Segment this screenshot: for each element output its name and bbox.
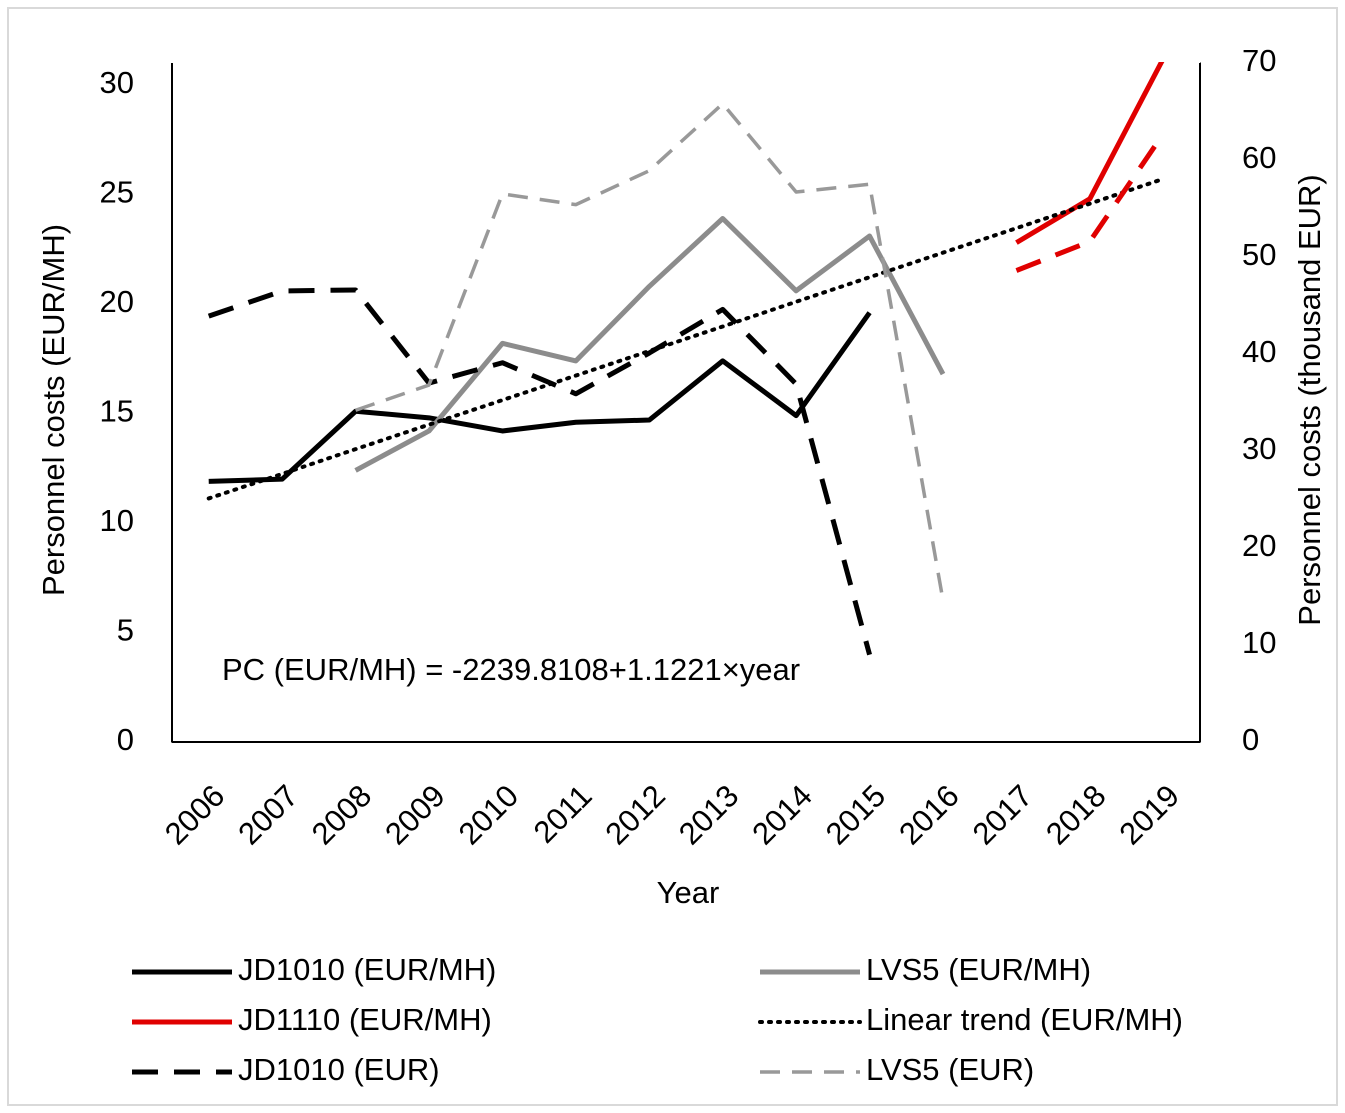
x-tick-label: 2015 (819, 778, 893, 852)
series-line (1015, 62, 1165, 245)
y-axis-label: Personnel costs (EUR/MH) (36, 224, 71, 596)
y-tick-label: 30 (100, 65, 134, 100)
x-tick-label: 2014 (745, 778, 819, 852)
legend-label: JD1010 (EUR) (238, 1052, 440, 1087)
y-tick-label: 10 (100, 503, 134, 538)
x-tick-label: 2012 (599, 778, 673, 852)
x-tick-label: 2013 (672, 778, 746, 852)
annotation: PC (EUR/MH) = -2239.8108+1.1221×year (222, 652, 800, 687)
x-tick-label: 2018 (1039, 778, 1113, 852)
y-tick-label: 20 (100, 284, 134, 319)
x-tick-label: 2008 (305, 778, 379, 852)
legend-label: JD1110 (EUR/MH) (238, 1002, 492, 1037)
y2-tick-label: 40 (1242, 334, 1276, 369)
y2-tick-label: 20 (1242, 528, 1276, 563)
x-tick-label: 2010 (452, 778, 526, 852)
legend-label: JD1010 (EUR/MH) (238, 952, 496, 987)
y-tick-label: 15 (100, 394, 134, 429)
y-tick-label: 25 (100, 175, 134, 210)
x-tick-label: 2007 (231, 778, 305, 852)
y2-tick-label: 10 (1242, 625, 1276, 660)
series-line (355, 101, 945, 601)
x-tick-label: 2011 (527, 778, 599, 850)
x-tick-label: 2019 (1113, 778, 1187, 852)
y2-tick-label: 70 (1242, 43, 1276, 78)
legend-label: LVS5 (EUR) (866, 1052, 1034, 1087)
y2-axis-label: Personnel costs (thousand EUR) (1292, 174, 1327, 625)
y-tick-label: 5 (117, 613, 134, 648)
y-tick-label: 0 (117, 722, 134, 757)
y2-tick-label: 30 (1242, 431, 1276, 466)
series-line (208, 311, 872, 484)
x-tick-label: 2006 (158, 778, 232, 852)
y2-tick-label: 0 (1242, 722, 1259, 757)
x-axis-label: Year (657, 875, 720, 910)
y2-tick-label: 60 (1242, 140, 1276, 175)
chart-border (7, 7, 1338, 1106)
series-line (354, 216, 946, 473)
y2-tick-label: 50 (1242, 237, 1276, 272)
legend-label: LVS5 (EUR/MH) (866, 952, 1091, 987)
x-tick-label: 2009 (378, 778, 452, 852)
series-line (207, 287, 872, 656)
x-tick-label: 2016 (892, 778, 966, 852)
legend-label: Linear trend (EUR/MH) (866, 1002, 1183, 1037)
series-line (206, 176, 1166, 501)
x-tick-label: 2017 (966, 778, 1040, 852)
